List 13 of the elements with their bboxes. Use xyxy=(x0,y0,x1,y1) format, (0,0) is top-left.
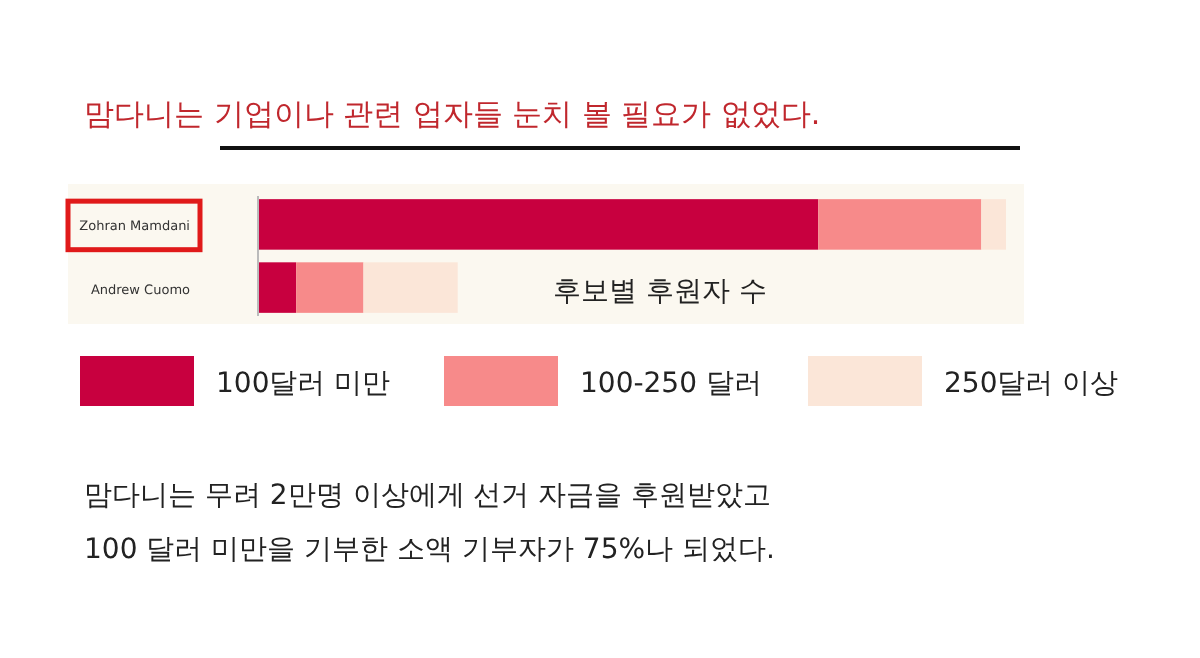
legend-label: 100달러 미만 xyxy=(216,368,391,400)
bar xyxy=(258,262,297,313)
text: 100 달러 미만을 기부한 소액 기부자가 75%나 되었다. xyxy=(84,534,775,566)
bar xyxy=(981,199,1006,250)
bar xyxy=(818,199,982,250)
bar xyxy=(258,199,819,250)
legend-label: 250달러 이상 xyxy=(944,368,1119,400)
text: 후보별 후원자 수 xyxy=(553,276,767,308)
legend-label: 100-250 달러 xyxy=(580,368,762,400)
bar xyxy=(296,262,364,313)
bar xyxy=(363,262,458,313)
chart-title: 맘다니는 기업이나 관련 업자들 눈치 볼 필요가 없었다. xyxy=(84,96,821,132)
text: 맘다니는 무려 2만명 이상에게 선거 자금을 후원받았고 xyxy=(84,480,772,512)
